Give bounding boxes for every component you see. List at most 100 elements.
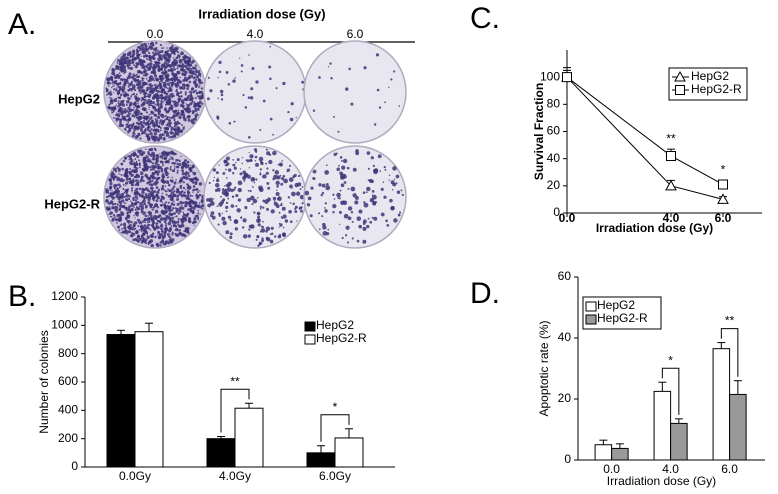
colony xyxy=(160,91,164,94)
legend-label: HepG2 xyxy=(316,318,354,332)
colony xyxy=(124,229,128,232)
colony xyxy=(183,86,186,88)
panel-label: D. xyxy=(470,277,500,310)
colony xyxy=(154,235,157,239)
colony xyxy=(337,130,340,133)
colony xyxy=(151,162,155,165)
colony xyxy=(190,206,193,209)
colony xyxy=(288,209,292,214)
colony xyxy=(198,196,200,198)
colony xyxy=(227,197,230,200)
colony xyxy=(355,149,359,153)
colony xyxy=(126,104,128,107)
colony xyxy=(123,160,126,163)
colony xyxy=(138,88,142,92)
colony xyxy=(244,106,248,109)
colony xyxy=(227,168,232,172)
colony xyxy=(151,66,156,70)
colony xyxy=(260,160,263,164)
colony xyxy=(256,196,259,199)
colony xyxy=(261,226,264,229)
colony xyxy=(169,233,171,235)
colony xyxy=(188,91,191,93)
colony xyxy=(130,163,132,166)
colony xyxy=(120,111,124,116)
colony xyxy=(277,163,280,166)
colony xyxy=(131,55,133,58)
colony xyxy=(197,217,200,220)
colony xyxy=(111,111,114,114)
colony xyxy=(137,134,140,137)
significance-bracket xyxy=(320,414,350,442)
colony xyxy=(127,215,131,218)
colony xyxy=(254,155,258,159)
colony xyxy=(130,158,134,162)
colony xyxy=(210,214,213,218)
colony xyxy=(174,128,177,132)
colony xyxy=(269,117,273,121)
colony xyxy=(178,64,182,68)
colony xyxy=(239,168,242,170)
colony xyxy=(257,244,260,247)
colony xyxy=(156,173,160,176)
colony xyxy=(150,71,153,74)
colony xyxy=(147,217,151,220)
y-tick-label: 80 xyxy=(547,97,561,111)
colony xyxy=(140,171,144,175)
colony xyxy=(182,193,185,196)
colony xyxy=(133,175,137,179)
colony xyxy=(350,102,354,106)
colony xyxy=(167,68,171,72)
colony xyxy=(153,74,158,78)
colony xyxy=(127,110,131,113)
colony xyxy=(250,177,256,182)
colony xyxy=(131,180,135,184)
colony xyxy=(173,100,177,104)
colony xyxy=(168,47,171,49)
colony xyxy=(367,167,370,170)
colony xyxy=(116,214,120,218)
colony xyxy=(264,199,269,204)
colony xyxy=(368,178,373,183)
colony xyxy=(147,93,150,96)
colony xyxy=(281,160,283,162)
colony xyxy=(133,165,136,168)
colony xyxy=(237,187,242,193)
colony xyxy=(395,174,400,179)
colony xyxy=(173,73,178,77)
colony xyxy=(127,155,129,158)
colony xyxy=(198,95,202,99)
colony xyxy=(143,232,146,236)
colony xyxy=(121,60,125,64)
colony xyxy=(150,224,152,226)
colony xyxy=(339,156,343,159)
colony xyxy=(181,206,185,210)
colony xyxy=(146,181,150,185)
colony xyxy=(185,66,190,70)
colony xyxy=(226,187,232,192)
colony xyxy=(159,86,161,88)
colony xyxy=(225,230,230,235)
colony xyxy=(330,77,333,80)
colony xyxy=(188,64,191,67)
colony xyxy=(161,114,165,119)
colony xyxy=(251,186,254,188)
colony xyxy=(122,195,125,199)
colony xyxy=(235,205,238,208)
colony xyxy=(158,170,161,172)
colony xyxy=(128,76,131,80)
colony xyxy=(137,225,140,228)
colony xyxy=(188,217,191,220)
colony xyxy=(176,50,180,54)
colony xyxy=(248,167,250,169)
colony xyxy=(194,78,198,81)
colony xyxy=(114,218,118,222)
colony xyxy=(120,192,125,197)
colony xyxy=(211,215,216,220)
colony xyxy=(318,228,321,231)
colony xyxy=(149,166,152,169)
colony xyxy=(183,126,186,128)
colony xyxy=(105,89,109,93)
colony xyxy=(168,151,171,155)
colony xyxy=(164,185,167,187)
